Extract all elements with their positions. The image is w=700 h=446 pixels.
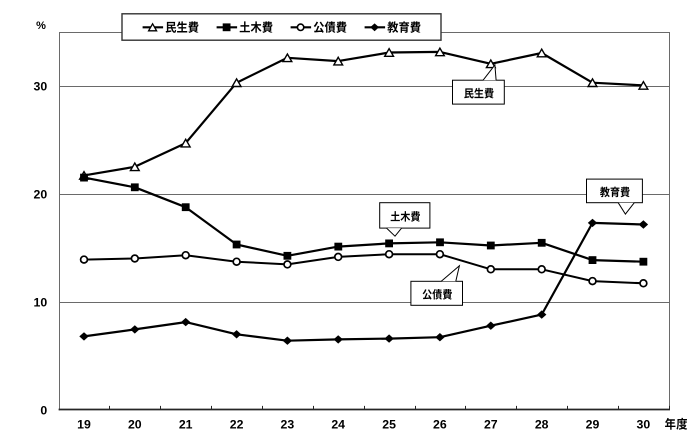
svg-text:26: 26 <box>433 418 447 432</box>
svg-text:%: % <box>36 20 46 32</box>
svg-text:30: 30 <box>637 418 651 432</box>
svg-text:0: 0 <box>40 403 47 417</box>
svg-text:28: 28 <box>535 418 549 432</box>
svg-text:22: 22 <box>230 418 244 432</box>
svg-text:29: 29 <box>586 418 600 432</box>
svg-text:30: 30 <box>34 80 48 94</box>
svg-text:23: 23 <box>281 418 295 432</box>
svg-text:20: 20 <box>128 418 142 432</box>
svg-text:20: 20 <box>34 188 48 202</box>
svg-text:25: 25 <box>382 418 396 432</box>
svg-text:10: 10 <box>34 295 48 309</box>
svg-text:19: 19 <box>77 418 91 432</box>
svg-text:27: 27 <box>484 418 498 432</box>
svg-text:24: 24 <box>331 418 345 432</box>
svg-text:21: 21 <box>179 418 193 432</box>
